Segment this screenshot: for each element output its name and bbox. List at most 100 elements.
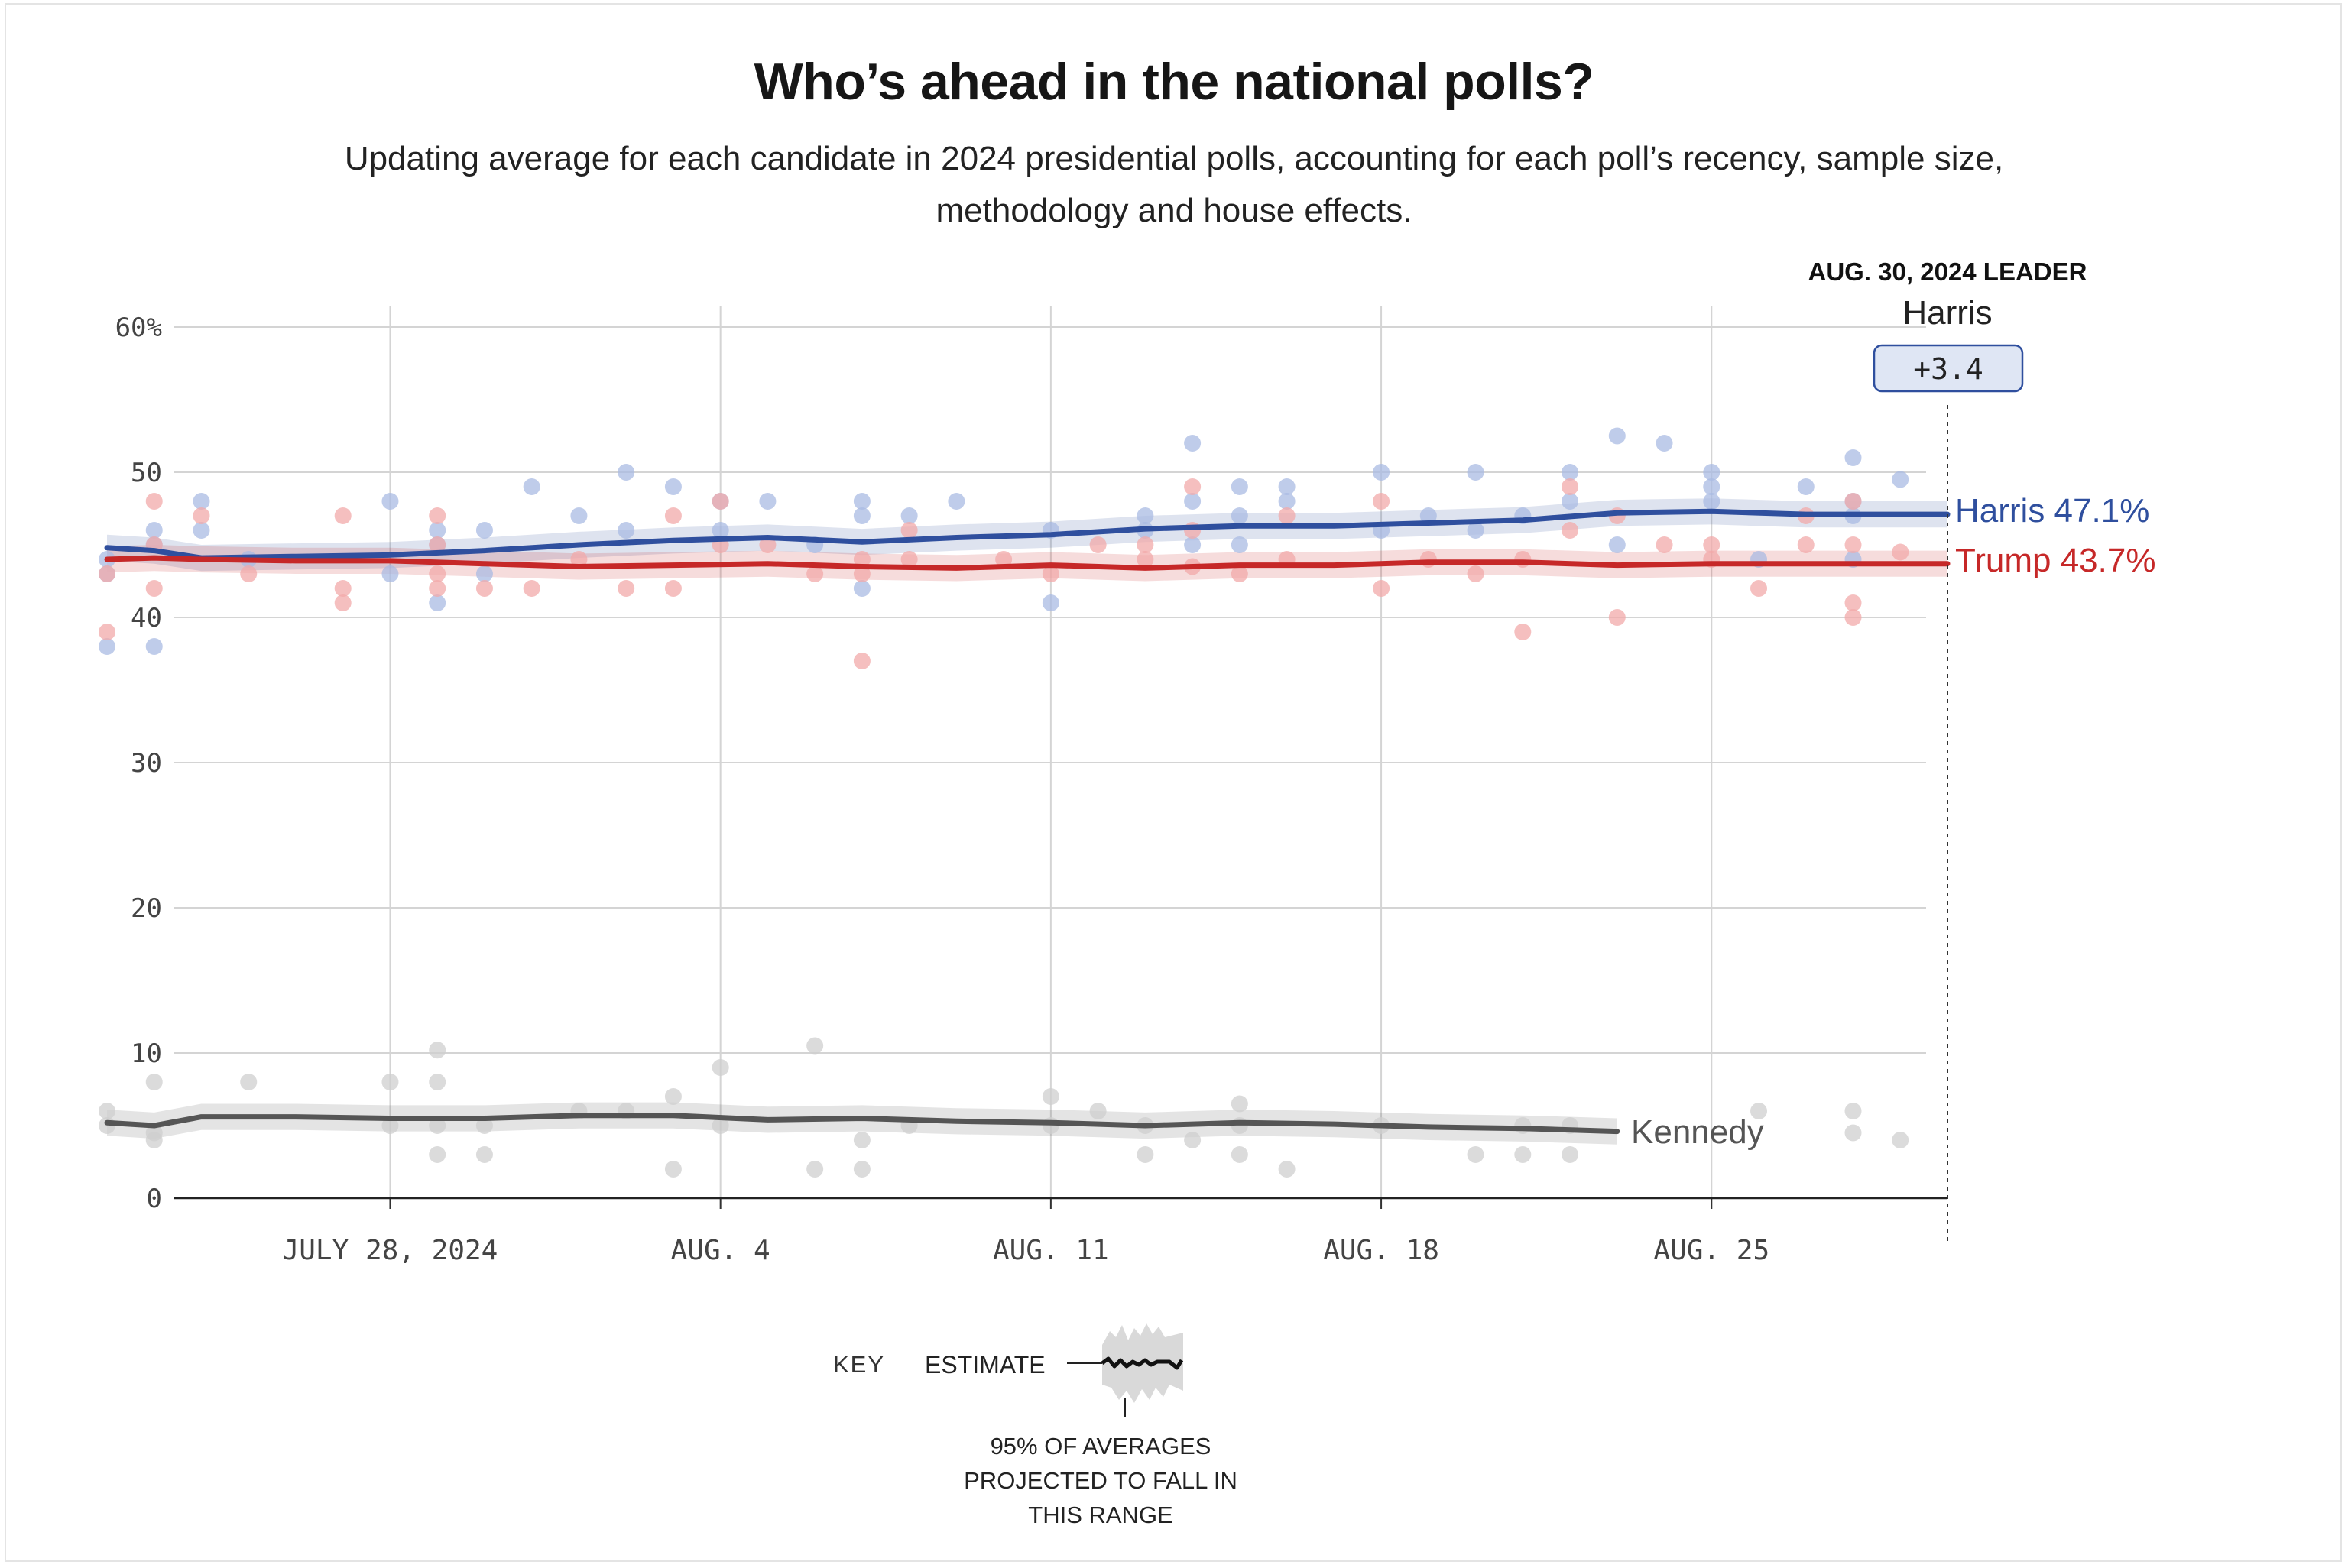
poll-dot-kennedy bbox=[664, 1088, 682, 1105]
poll-dot-kennedy bbox=[1184, 1132, 1202, 1148]
poll-dot-kennedy bbox=[1231, 1146, 1248, 1163]
poll-dot-trump bbox=[240, 565, 258, 582]
poll-dot-harris bbox=[712, 522, 729, 539]
poll-dot-harris bbox=[1562, 493, 1579, 510]
poll-dot-trump bbox=[853, 551, 871, 568]
series-end-label-harris: Harris 47.1% bbox=[1955, 492, 2149, 530]
poll-dot-harris bbox=[1184, 536, 1202, 553]
poll-dot-harris bbox=[1467, 464, 1484, 481]
poll-dot-harris bbox=[1278, 478, 1296, 495]
poll-dot-trump bbox=[1844, 594, 1862, 611]
poll-dot-harris bbox=[853, 493, 871, 510]
poll-dot-trump bbox=[853, 565, 871, 582]
poll-dot-trump bbox=[1278, 507, 1296, 524]
poll-dot-trump bbox=[1562, 522, 1579, 539]
poll-dot-trump bbox=[99, 624, 115, 640]
poll-dot-harris bbox=[1419, 507, 1437, 524]
poll-dot-trump bbox=[1184, 522, 1202, 539]
poll-dot-kennedy bbox=[806, 1161, 824, 1178]
poll-dot-harris bbox=[475, 565, 493, 582]
poll-dot-trump bbox=[1562, 478, 1579, 495]
y-tick-label: 0 bbox=[147, 1184, 162, 1214]
poll-dot-harris bbox=[1231, 536, 1248, 553]
poll-dot-harris bbox=[900, 507, 918, 524]
poll-dot-trump bbox=[1373, 493, 1390, 510]
poll-dot-harris bbox=[99, 638, 115, 655]
poll-dot-harris bbox=[853, 507, 871, 524]
poll-dot-trump bbox=[900, 522, 918, 539]
poll-dot-harris bbox=[1562, 464, 1579, 481]
poll-dot-kennedy bbox=[1089, 1103, 1107, 1119]
poll-dot-trump bbox=[1703, 536, 1720, 553]
poll-dot-kennedy bbox=[853, 1132, 871, 1148]
average-line-harris bbox=[104, 508, 1951, 561]
x-tick-label: AUG. 4 bbox=[671, 1235, 770, 1266]
x-tick-label: JULY 28, 2024 bbox=[283, 1235, 498, 1266]
poll-dot-trump bbox=[806, 565, 824, 582]
poll-dot-trump bbox=[712, 493, 729, 510]
series-end-label-trump: Trump 43.7% bbox=[1955, 542, 2155, 579]
poll-dot-kennedy bbox=[853, 1161, 871, 1178]
average-line-kennedy bbox=[104, 1113, 1620, 1135]
poll-dot-kennedy bbox=[99, 1103, 115, 1119]
poll-dot-trump bbox=[99, 565, 115, 582]
poll-dot-harris bbox=[193, 522, 210, 539]
poll-dot-trump bbox=[759, 536, 777, 553]
uncertainty-bands bbox=[107, 498, 1947, 1145]
key-range-line-1: 95% OF AVERAGES bbox=[990, 1433, 1211, 1459]
poll-dot-trump bbox=[145, 580, 163, 597]
poll-dot-trump bbox=[1608, 609, 1626, 626]
poll-dot-kennedy bbox=[1137, 1146, 1154, 1163]
leader-margin: +3.4 bbox=[1913, 352, 1983, 386]
average-line-trump bbox=[104, 555, 1951, 571]
key-estimate-glyph bbox=[1067, 1323, 1184, 1417]
poll-dot-kennedy bbox=[1278, 1161, 1296, 1178]
poll-dot-trump bbox=[193, 507, 210, 524]
poll-dot-trump bbox=[1042, 565, 1059, 582]
poll-dot-trump bbox=[1373, 580, 1390, 597]
poll-dot-harris bbox=[570, 507, 588, 524]
poll-dot-trump bbox=[475, 580, 493, 597]
poll-dot-trump bbox=[1137, 551, 1154, 568]
chart-title: Who’s ahead in the national polls? bbox=[754, 53, 1594, 111]
poll-dot-trump bbox=[664, 580, 682, 597]
poll-dot-trump bbox=[1419, 551, 1437, 568]
key-label: KEY bbox=[833, 1351, 886, 1378]
poll-dot-trump bbox=[900, 551, 918, 568]
poll-dot-trump bbox=[1184, 478, 1202, 495]
key-estimate-label: ESTIMATE bbox=[925, 1351, 1046, 1378]
poll-dot-harris bbox=[948, 493, 965, 510]
poll-dot-trump bbox=[1844, 536, 1862, 553]
key-range-line-2: PROJECTED TO FALL IN bbox=[964, 1467, 1237, 1494]
poll-dot-harris bbox=[1231, 478, 1248, 495]
poll-dot-harris bbox=[1703, 464, 1720, 481]
poll-dot-harris bbox=[1467, 522, 1484, 539]
poll-dot-trump bbox=[1089, 536, 1107, 553]
poll-dot-kennedy bbox=[1231, 1117, 1248, 1134]
poll-dot-trump bbox=[145, 493, 163, 510]
poll-dot-harris bbox=[1797, 478, 1815, 495]
poll-dot-trump bbox=[334, 580, 352, 597]
x-tick-label: AUG. 11 bbox=[993, 1235, 1109, 1266]
poll-dot-harris bbox=[1231, 507, 1248, 524]
leader-margin-badge bbox=[1873, 344, 2024, 393]
poll-dot-kennedy bbox=[145, 1132, 163, 1148]
x-tick-label: AUG. 18 bbox=[1323, 1235, 1439, 1266]
y-tick-label: 40 bbox=[131, 603, 162, 633]
poll-dot-harris bbox=[664, 478, 682, 495]
poll-dot-trump bbox=[1844, 609, 1862, 626]
poll-dot-harris bbox=[145, 638, 163, 655]
poll-dot-kennedy bbox=[429, 1074, 446, 1090]
axes: 0 10 20 30 40 50 60% JULY 28, 2024 AUG. 4 AUG. 11… bbox=[115, 313, 1947, 1266]
poll-dot-harris bbox=[429, 522, 446, 539]
poll-dot-harris bbox=[145, 522, 163, 539]
poll-dot-harris bbox=[193, 493, 210, 510]
poll-dot-trump bbox=[853, 653, 871, 669]
poll-dot-trump bbox=[429, 507, 446, 524]
poll-dot-trump bbox=[1514, 551, 1532, 568]
series-end-label-kennedy: Kennedy bbox=[1631, 1113, 1764, 1151]
poll-dot-trump bbox=[1137, 536, 1154, 553]
poll-dot-trump bbox=[334, 594, 352, 611]
poll-dot-harris bbox=[759, 493, 777, 510]
